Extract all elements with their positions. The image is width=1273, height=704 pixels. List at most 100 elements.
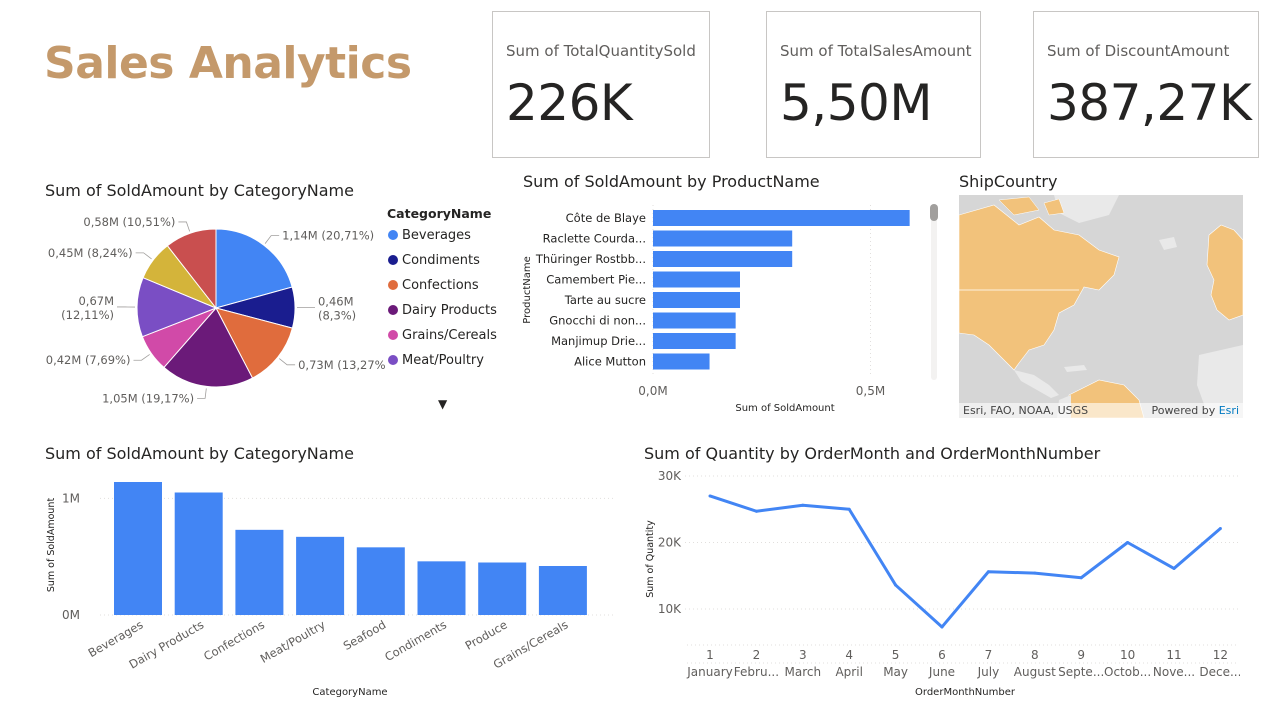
x-subtick-label: April <box>835 665 862 679</box>
legend-item[interactable]: Condiments <box>388 253 480 268</box>
category-bar[interactable] <box>114 482 162 615</box>
legend-swatch <box>388 280 398 290</box>
category-chart-title: Sum of SoldAmount by CategoryName <box>45 444 354 463</box>
line-point[interactable] <box>1126 541 1130 544</box>
line-point[interactable] <box>708 494 712 498</box>
line-point[interactable] <box>1033 571 1037 575</box>
map-canvas <box>959 195 1243 418</box>
line-point[interactable] <box>1172 566 1176 570</box>
scrollbar-track[interactable] <box>931 205 937 380</box>
x-subtick-label: July <box>977 665 1000 679</box>
product-bar-chart[interactable]: Côte de Blaye Raclette Courda... Thüringer… <box>518 195 943 420</box>
x-tick-label: 0,5M <box>856 384 885 398</box>
product-bar[interactable] <box>653 271 740 288</box>
legend-item[interactable]: Meat/Poultry <box>388 353 484 368</box>
product-bar[interactable] <box>653 333 736 349</box>
pie-leader-line <box>279 358 296 366</box>
x-tick-label: 4 <box>845 648 853 662</box>
x-subtick-label: August <box>1014 665 1056 679</box>
x-tick-label: 11 <box>1166 648 1181 662</box>
kpi-card-sales[interactable]: Sum of TotalSalesAmount 5,50M <box>766 11 981 158</box>
category-bar[interactable] <box>417 561 466 615</box>
kpi-value: 387,27K <box>1047 74 1252 132</box>
legend-item[interactable]: Beverages <box>388 228 471 243</box>
pie-data-label: 0,45M (8,24%) <box>48 246 133 260</box>
esri-link[interactable]: Esri <box>1218 404 1239 417</box>
legend-label: Condiments <box>402 253 480 268</box>
x-tick-label: 5 <box>892 648 900 662</box>
quantity-line-chart[interactable]: 10K 20K 30K 1 January 2 Febru... 3 March 4 April 5 M… <box>640 462 1240 702</box>
pie-data-label: 1,14M (20,71%) <box>282 229 374 243</box>
legend-label: Dairy Products <box>402 303 497 318</box>
line-point[interactable] <box>1079 576 1083 580</box>
product-bar[interactable] <box>653 312 736 329</box>
product-tick-label: Côte de Blaye <box>566 211 646 225</box>
legend-swatch <box>388 230 398 240</box>
x-tick-label: 12 <box>1213 648 1228 662</box>
legend-label: Meat/Poultry <box>402 353 484 368</box>
legend-item[interactable]: Confections <box>388 278 479 293</box>
y-axis-label: Sum of SoldAmount <box>46 498 57 593</box>
legend-scroll-down-icon[interactable]: ▼ <box>438 397 448 411</box>
product-bar[interactable] <box>653 251 793 267</box>
ship-country-map[interactable]: Esri, FAO, NOAA, USGS Powered by Esri <box>959 195 1243 418</box>
product-bar[interactable] <box>653 210 910 226</box>
kpi-value: 5,50M <box>780 74 932 132</box>
legend-swatch <box>388 305 398 315</box>
pie-data-label: (8,3%) <box>318 308 356 322</box>
pie-data-label: 0,58M (10,51%) <box>83 215 175 229</box>
kpi-card-discount[interactable]: Sum of DiscountAmount 387,27K <box>1033 11 1259 158</box>
category-bar[interactable] <box>538 566 587 615</box>
legend-swatch <box>388 330 398 340</box>
x-subtick-label: May <box>883 665 908 679</box>
pie-slice[interactable] <box>136 277 218 338</box>
quantity-line[interactable] <box>709 494 1222 629</box>
legend-label: Beverages <box>402 228 471 243</box>
pie-slice[interactable] <box>166 228 217 310</box>
line-point[interactable] <box>801 503 805 507</box>
line-point[interactable] <box>847 507 851 511</box>
pie-slice[interactable] <box>163 307 254 388</box>
x-tick-label: 7 <box>985 648 993 662</box>
y-tick-label: 1M <box>62 491 80 505</box>
pie-chart[interactable]: 1,14M (20,71%) 0,46M(8,3%) 0,73M (13,27%) 1… <box>40 200 385 415</box>
x-tick-label: 3 <box>799 648 807 662</box>
category-bar[interactable] <box>235 529 284 615</box>
category-bar[interactable] <box>356 547 405 615</box>
line-point[interactable] <box>940 625 944 629</box>
y-tick-label: 0M <box>62 608 80 622</box>
kpi-value: 226K <box>506 74 633 132</box>
line-point[interactable] <box>1218 527 1222 531</box>
line-point[interactable] <box>986 570 990 574</box>
line-point[interactable] <box>754 509 758 513</box>
product-bar[interactable] <box>653 353 710 370</box>
x-tick-label: 0,0M <box>638 384 667 398</box>
category-bar[interactable] <box>174 492 223 616</box>
product-bar[interactable] <box>653 292 740 308</box>
category-bar[interactable] <box>296 536 345 615</box>
kpi-card-quantity[interactable]: Sum of TotalQuantitySold 226K <box>492 11 710 158</box>
legend-item[interactable]: Grains/Cereals <box>388 328 497 343</box>
x-tick-label: 10 <box>1120 648 1135 662</box>
pie-slice[interactable] <box>215 228 293 309</box>
kpi-label: Sum of TotalSalesAmount <box>780 42 972 60</box>
kpi-label: Sum of DiscountAmount <box>1047 42 1230 60</box>
x-tick-label: 2 <box>753 648 761 662</box>
line-point[interactable] <box>894 583 898 587</box>
map-attribution: Esri, FAO, NOAA, USGS <box>963 404 1089 417</box>
product-tick-label: Raclette Courda... <box>543 232 646 246</box>
pie-data-label: 0,73M (13,27%) <box>298 358 385 372</box>
y-tick-label: 10K <box>658 602 682 616</box>
x-tick-label: Confections <box>201 617 267 663</box>
x-tick-label: 6 <box>938 648 946 662</box>
map-title: ShipCountry <box>959 172 1058 191</box>
page-title: Sales Analytics <box>44 38 412 89</box>
product-bar[interactable] <box>653 230 793 247</box>
scrollbar-thumb[interactable] <box>930 204 938 221</box>
product-tick-label: Alice Mutton <box>574 355 646 369</box>
product-tick-label: Camembert Pie... <box>546 273 646 287</box>
legend-item[interactable]: Dairy Products <box>388 303 497 318</box>
pie-slice[interactable] <box>215 307 294 379</box>
category-bar[interactable] <box>478 562 527 616</box>
